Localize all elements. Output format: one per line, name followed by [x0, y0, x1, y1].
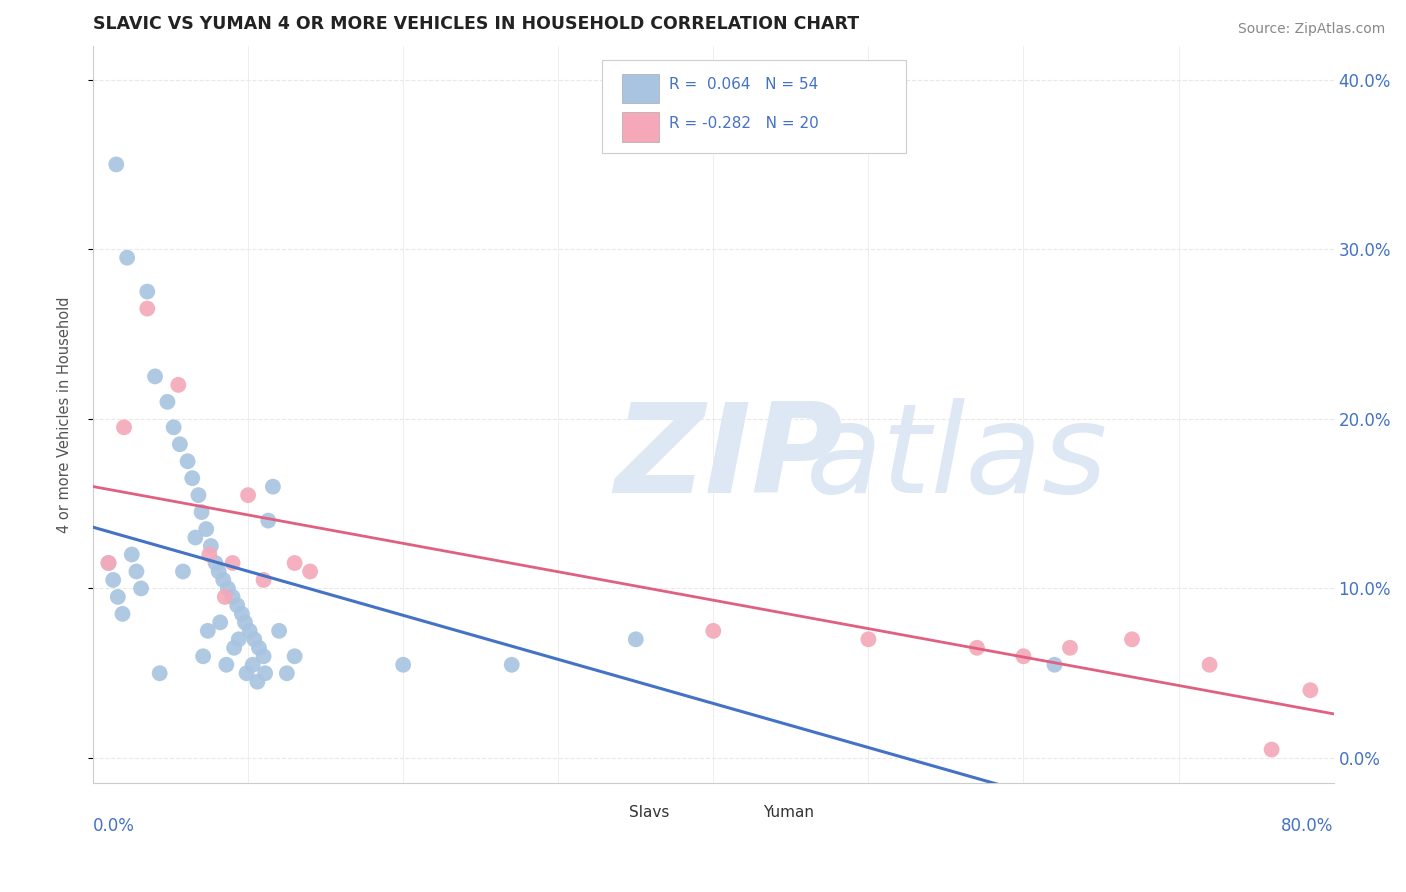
Point [169, 437, 191, 451]
Text: R =  0.064   N = 54: R = 0.064 N = 54 [669, 78, 818, 92]
Point [236, 488, 259, 502]
Text: Source: ZipAtlas.com: Source: ZipAtlas.com [1237, 22, 1385, 37]
Point [269, 624, 291, 638]
Point [207, 565, 229, 579]
Point [212, 573, 235, 587]
Point [167, 377, 190, 392]
Point [143, 369, 166, 384]
Point [172, 565, 194, 579]
Point [184, 531, 207, 545]
Text: 80.0%: 80.0% [1281, 817, 1334, 835]
Point [1198, 657, 1220, 672]
Point [200, 539, 222, 553]
Text: Slavs: Slavs [628, 805, 669, 820]
Point [217, 582, 239, 596]
Point [136, 301, 159, 316]
Point [242, 657, 264, 672]
Point [121, 548, 143, 562]
Point [1299, 683, 1322, 698]
Point [97, 556, 120, 570]
Point [198, 548, 221, 562]
Point [284, 649, 307, 664]
Point [111, 607, 134, 621]
Point [702, 624, 724, 638]
Text: SLAVIC VS YUMAN 4 OR MORE VEHICLES IN HOUSEHOLD CORRELATION CHART: SLAVIC VS YUMAN 4 OR MORE VEHICLES IN HO… [93, 15, 859, 33]
FancyBboxPatch shape [595, 801, 624, 823]
FancyBboxPatch shape [728, 801, 758, 823]
Point [215, 657, 238, 672]
FancyBboxPatch shape [602, 61, 905, 153]
Point [156, 395, 179, 409]
Point [276, 666, 298, 681]
Point [191, 649, 214, 664]
Point [209, 615, 232, 630]
Point [112, 420, 135, 434]
Point [966, 640, 988, 655]
Point [163, 420, 186, 434]
Point [1012, 649, 1035, 664]
Point [1059, 640, 1081, 655]
Point [221, 556, 243, 570]
FancyBboxPatch shape [621, 112, 659, 142]
Point [226, 599, 249, 613]
Point [501, 657, 523, 672]
Point [129, 582, 152, 596]
Point [1260, 742, 1282, 756]
Point [252, 649, 274, 664]
Point [204, 556, 226, 570]
Point [299, 565, 322, 579]
Point [214, 590, 236, 604]
Point [243, 632, 266, 647]
Point [149, 666, 172, 681]
Point [262, 480, 284, 494]
Point [228, 632, 250, 647]
Point [235, 666, 257, 681]
Point [97, 556, 120, 570]
Point [624, 632, 647, 647]
Point [115, 251, 138, 265]
Point [190, 505, 212, 519]
Point [239, 624, 262, 638]
Text: R = -0.282   N = 20: R = -0.282 N = 20 [669, 116, 818, 130]
Point [105, 157, 128, 171]
Point [181, 471, 204, 485]
Text: atlas: atlas [807, 399, 1108, 519]
Point [176, 454, 198, 468]
Text: Yuman: Yuman [763, 805, 814, 820]
Point [101, 573, 124, 587]
Point [187, 488, 209, 502]
Point [1043, 657, 1066, 672]
Point [224, 640, 246, 655]
Point [252, 573, 274, 587]
Point [195, 522, 218, 536]
Point [246, 674, 269, 689]
Point [392, 657, 415, 672]
Point [231, 607, 253, 621]
FancyBboxPatch shape [621, 74, 659, 103]
Point [1121, 632, 1143, 647]
Point [107, 590, 129, 604]
Point [125, 565, 148, 579]
Y-axis label: 4 or more Vehicles in Household: 4 or more Vehicles in Household [58, 296, 72, 533]
Point [858, 632, 880, 647]
Text: ZIP: ZIP [614, 399, 842, 519]
Point [136, 285, 159, 299]
Point [284, 556, 307, 570]
Text: 0.0%: 0.0% [93, 817, 135, 835]
Point [254, 666, 277, 681]
Point [197, 624, 219, 638]
Point [247, 640, 270, 655]
Point [257, 514, 280, 528]
Point [221, 590, 243, 604]
Point [233, 615, 256, 630]
